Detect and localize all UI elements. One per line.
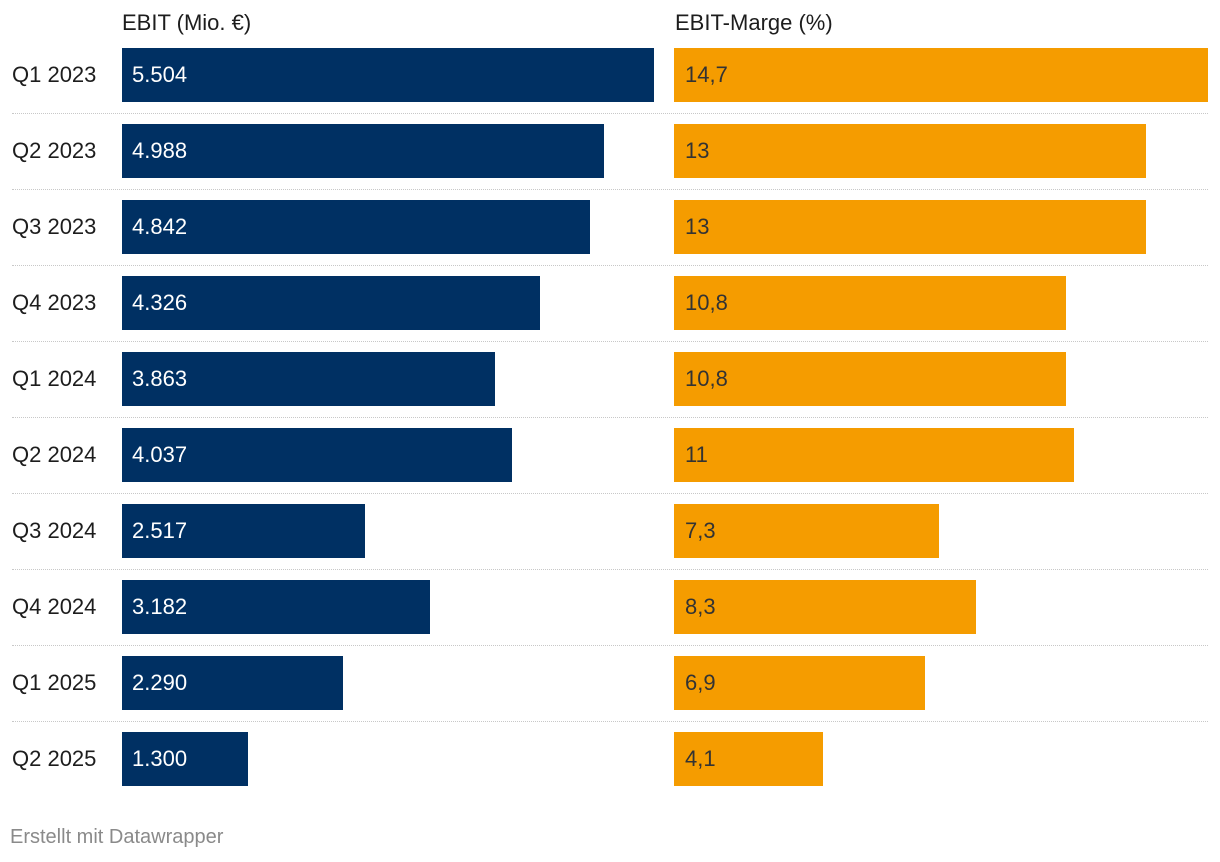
ebit-margin-bar — [674, 580, 976, 634]
ebit-value-label: 1.300 — [132, 746, 188, 771]
ebit-margin-value-label: 7,3 — [685, 518, 716, 543]
row-separator — [12, 645, 1208, 646]
ebit-margin-bar — [674, 504, 939, 558]
ebit-margin-value-label: 6,9 — [685, 670, 716, 695]
ebit-value-label: 4.326 — [132, 290, 188, 315]
ebit-value-label: 5.504 — [132, 62, 188, 87]
ebit-value-label: 4.842 — [132, 214, 188, 239]
ebit-margin-value-label: 8,3 — [685, 594, 716, 619]
row-separator — [12, 417, 1208, 418]
ebit-value-label: 3.863 — [132, 366, 188, 391]
ebit-margin-bar — [674, 352, 1066, 406]
category-label: Q1 2023 — [12, 62, 97, 87]
ebit-bar — [122, 656, 343, 710]
row-separator — [12, 113, 1208, 114]
ebit-value-label: 3.182 — [132, 594, 188, 619]
ebit-margin-value-label: 11 — [685, 442, 708, 467]
category-label: Q4 2023 — [12, 290, 97, 315]
ebit-column-header: EBIT (Mio. €) — [122, 10, 252, 35]
ebit-margin-column-header: EBIT-Marge (%) — [675, 10, 833, 35]
ebit-value-label: 4.988 — [132, 138, 188, 163]
ebit-bar — [122, 276, 540, 330]
ebit-bar — [122, 48, 654, 102]
row-separator — [12, 341, 1208, 342]
ebit-margin-bar — [674, 200, 1146, 254]
category-label: Q3 2024 — [12, 518, 97, 543]
ebit-margin-bar — [674, 124, 1146, 178]
ebit-bar — [122, 124, 604, 178]
category-label: Q2 2024 — [12, 442, 97, 467]
ebit-bar — [122, 580, 430, 634]
datawrapper-credit: Erstellt mit Datawrapper — [10, 826, 224, 848]
ebit-value-label: 2.517 — [132, 518, 188, 543]
ebit-margin-value-label: 13 — [685, 214, 710, 239]
row-separator — [12, 265, 1208, 266]
category-label: Q1 2025 — [12, 670, 97, 695]
row-separator — [12, 189, 1208, 190]
row-separator — [12, 493, 1208, 494]
ebit-margin-bar — [674, 48, 1208, 102]
category-label: Q3 2023 — [12, 214, 97, 239]
category-label: Q4 2024 — [12, 594, 97, 619]
category-label: Q1 2024 — [12, 366, 97, 391]
ebit-bar — [122, 504, 365, 558]
ebit-margin-value-label: 10,8 — [685, 366, 728, 391]
ebit-margin-bar — [674, 428, 1074, 482]
ebit-bar — [122, 732, 248, 786]
ebit-margin-bar — [674, 732, 823, 786]
ebit-bar — [122, 352, 495, 406]
ebit-margin-value-label: 13 — [685, 138, 710, 163]
row-separator — [12, 721, 1208, 722]
category-label: Q2 2023 — [12, 138, 97, 163]
ebit-margin-value-label: 10,8 — [685, 290, 728, 315]
ebit-margin-bar — [674, 276, 1066, 330]
ebit-margin-bar — [674, 656, 925, 710]
ebit-margin-value-label: 4,1 — [685, 746, 716, 771]
ebit-bar — [122, 200, 590, 254]
ebit-value-label: 2.290 — [132, 670, 188, 695]
ebit-bar — [122, 428, 512, 482]
ebit-value-label: 4.037 — [132, 442, 188, 467]
category-label: Q2 2025 — [12, 746, 97, 771]
ebit-margin-value-label: 14,7 — [685, 62, 728, 87]
row-separator — [12, 569, 1208, 570]
